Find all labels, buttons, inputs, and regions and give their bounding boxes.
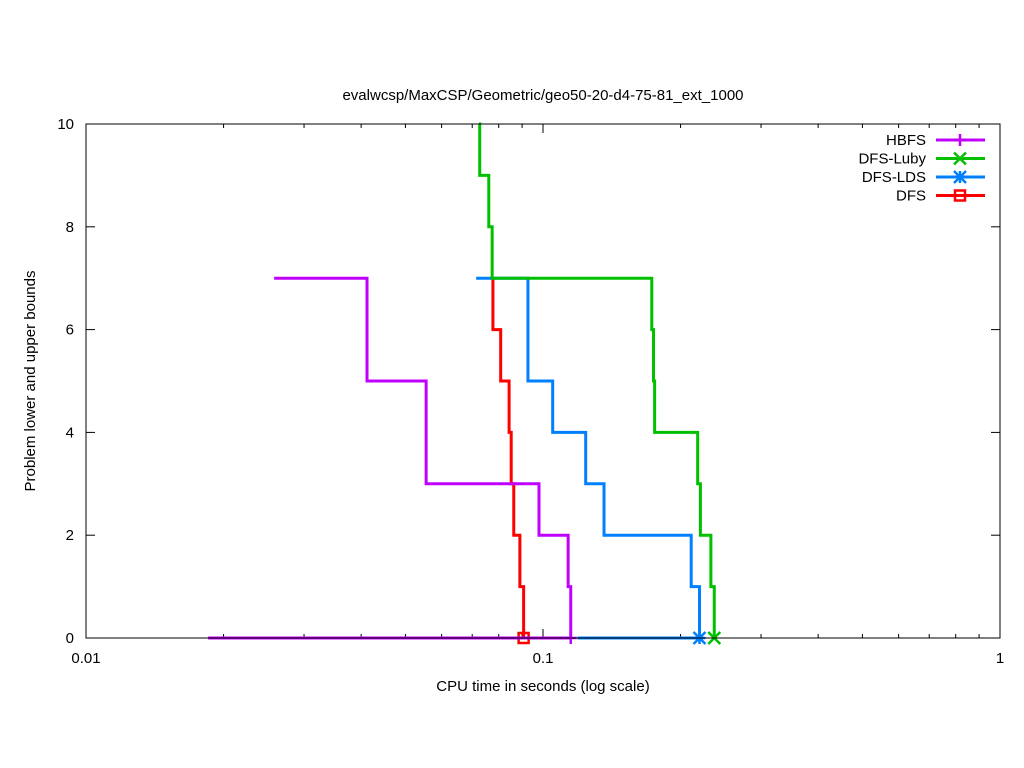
plot-frame — [85, 123, 1001, 639]
y-tick-label: 8 — [66, 219, 74, 236]
legend-marker-dfs — [953, 189, 967, 202]
series-hbfs — [208, 276, 577, 644]
y-tick-label: 0 — [66, 630, 74, 647]
legend-marker-hbfs — [954, 134, 966, 146]
y-tick-label: 4 — [66, 424, 74, 441]
y-tick-label: 10 — [57, 116, 74, 133]
chart-title: evalwcsp/MaxCSP/Geometric/geo50-20-d4-75… — [342, 87, 743, 104]
legend-marker-dfs-lds — [953, 170, 967, 184]
series-dfs-luby — [478, 122, 722, 645]
upper-bound-line-dfs-luby — [478, 122, 716, 638]
upper-bound-line-hbfs — [274, 276, 573, 638]
legend-label-hbfs: HBFS — [886, 132, 926, 149]
y-axis-label: Problem lower and upper bounds — [22, 271, 39, 492]
legend-label-dfs-luby: DFS-Luby — [858, 151, 926, 168]
legend-label-dfs: DFS — [896, 188, 926, 205]
x-tick-label: 1 — [996, 650, 1004, 667]
x-tick-label: 0.01 — [71, 650, 100, 667]
legend-marker-dfs-luby — [953, 151, 967, 166]
upper-bound-line-dfs — [491, 276, 526, 638]
x-axis-label: CPU time in seconds (log scale) — [436, 678, 649, 695]
legend-label-dfs-lds: DFS-LDS — [862, 169, 926, 186]
y-tick-label: 6 — [66, 322, 74, 339]
x-tick-label: 0.1 — [533, 650, 554, 667]
series-dfs — [469, 276, 530, 645]
y-tick-label: 2 — [66, 527, 74, 544]
upper-bound-line-dfs-lds — [476, 276, 701, 638]
